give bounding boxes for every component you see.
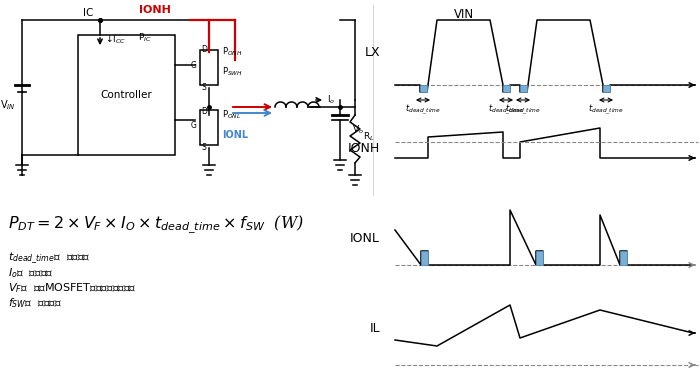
- Text: $t_{dead\_time}$: $t_{dead\_time}$: [505, 103, 541, 117]
- Text: P$_{ONH}$: P$_{ONH}$: [222, 46, 242, 58]
- Text: $t_{dead\_time}$：  死区时间: $t_{dead\_time}$： 死区时间: [8, 250, 91, 266]
- Text: $I_o$：  负载电流: $I_o$： 负载电流: [8, 266, 53, 280]
- Text: IONH: IONH: [348, 141, 380, 155]
- Bar: [520, 85, 527, 92]
- Text: $t_{dead\_time}$: $t_{dead\_time}$: [405, 103, 441, 117]
- Bar: [503, 85, 510, 92]
- Text: R$_L$: R$_L$: [363, 131, 374, 143]
- Text: $f_{SW}$：  工作频率: $f_{SW}$： 工作频率: [8, 296, 62, 310]
- Text: P$_{SWH}$: P$_{SWH}$: [222, 66, 243, 78]
- Bar: [78, 35, 175, 155]
- Text: IONL: IONL: [350, 231, 380, 244]
- Bar: [200, 110, 218, 145]
- Bar: [620, 251, 627, 265]
- Bar: [536, 251, 543, 265]
- Text: V$_o$: V$_o$: [352, 124, 364, 136]
- Text: $t_{dead\_time}$: $t_{dead\_time}$: [488, 103, 524, 117]
- Text: ↓I$_{CC}$: ↓I$_{CC}$: [105, 34, 126, 46]
- Text: IONL: IONL: [222, 130, 248, 140]
- Text: S: S: [202, 84, 206, 92]
- Text: I$_o$: I$_o$: [327, 94, 335, 106]
- Text: VIN: VIN: [454, 8, 474, 22]
- Text: LX: LX: [365, 46, 380, 60]
- Text: G: G: [191, 120, 197, 130]
- Text: $P_{DT} = 2 \times V_F \times I_O \times t_{dead\_time} \times f_{SW}$  (W): $P_{DT} = 2 \times V_F \times I_O \times…: [8, 214, 304, 236]
- Text: Controller: Controller: [101, 90, 153, 100]
- Bar: [420, 85, 427, 92]
- Text: IC: IC: [83, 8, 93, 18]
- Text: S: S: [202, 144, 206, 152]
- Text: P$_{IC}$: P$_{IC}$: [138, 32, 152, 44]
- Text: P$_{ONL}$: P$_{ONL}$: [222, 109, 241, 121]
- Text: IL: IL: [370, 321, 380, 334]
- Text: $V_F$：  低边MOSFET体二极管正向电压: $V_F$： 低边MOSFET体二极管正向电压: [8, 281, 136, 295]
- Text: D: D: [201, 46, 207, 54]
- Text: IONH: IONH: [139, 5, 171, 15]
- Bar: [603, 85, 610, 92]
- Text: $t_{dead\_time}$: $t_{dead\_time}$: [588, 103, 624, 117]
- Bar: [200, 50, 218, 85]
- Text: G: G: [191, 60, 197, 70]
- Text: D: D: [201, 108, 207, 117]
- Text: V$_{IN}$: V$_{IN}$: [0, 98, 16, 112]
- Bar: [421, 251, 428, 265]
